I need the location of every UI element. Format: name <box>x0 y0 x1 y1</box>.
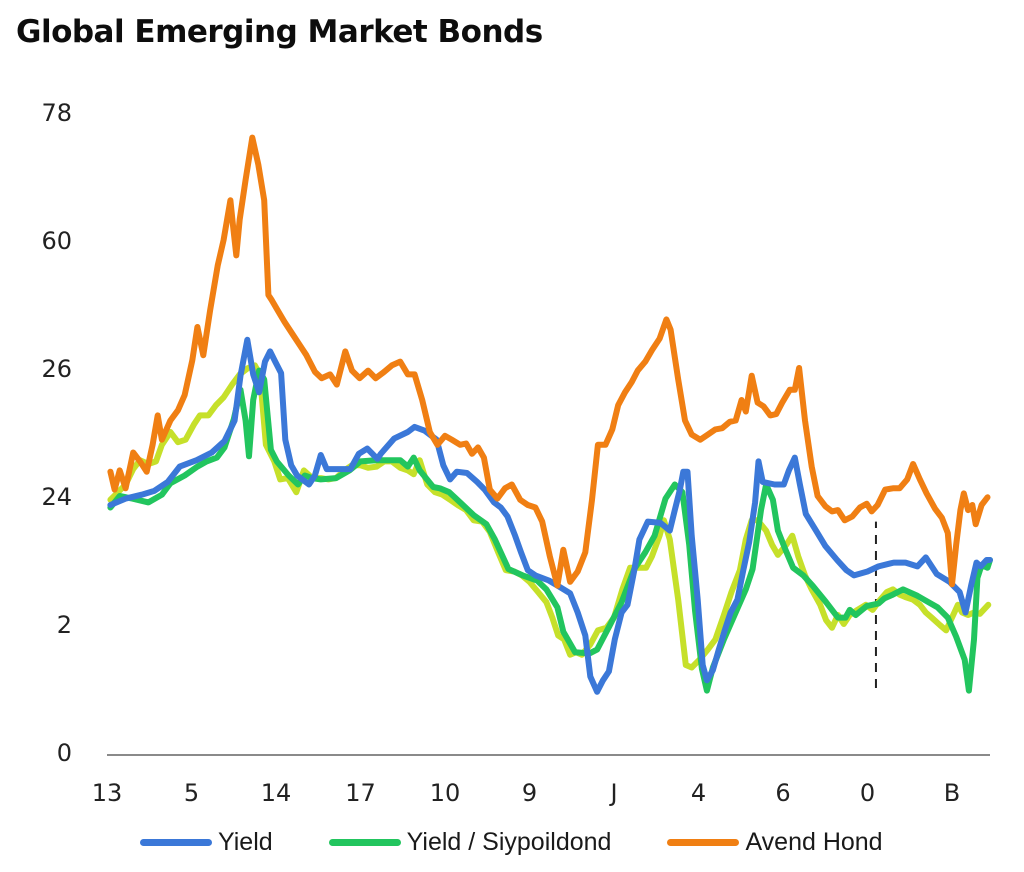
x-tick-label: 13 <box>92 779 123 807</box>
x-axis-ticks: 13 5 14 17 10 9 J 4 6 0 B <box>92 779 961 807</box>
legend-item: Yield <box>140 828 273 857</box>
y-tick-label: 2 <box>57 611 72 639</box>
legend-label: Yield <box>218 828 273 856</box>
x-tick-label: 5 <box>184 779 199 807</box>
legend: Yield Yield / Siypoildond Avend Hond <box>140 828 939 857</box>
series-line-yield <box>107 336 993 695</box>
legend-label: Avend Hond <box>745 828 883 856</box>
series-layer <box>107 134 993 695</box>
x-tick-label: 10 <box>430 779 461 807</box>
legend-item: Avend Hond <box>667 828 883 857</box>
legend-swatch <box>667 839 740 846</box>
x-tick-label: 4 <box>691 779 706 807</box>
y-tick-label: 60 <box>41 227 72 255</box>
x-tick-label: 9 <box>522 779 537 807</box>
legend-item: Yield / Siypoildond <box>328 828 612 857</box>
legend-swatch <box>328 839 401 846</box>
x-tick-label: 6 <box>775 779 790 807</box>
x-tick-label: J <box>608 779 617 807</box>
x-tick-label: 17 <box>345 779 376 807</box>
legend-label: Yield / Siypoildond <box>406 828 612 856</box>
y-tick-label: 78 <box>41 99 72 127</box>
y-tick-label: 24 <box>41 483 72 511</box>
series-line-yield-siypoildond <box>107 367 993 694</box>
y-axis-ticks: 0 2 24 26 60 78 <box>41 99 72 767</box>
series-line-avend-hond <box>107 134 991 589</box>
x-tick-label: 14 <box>261 779 292 807</box>
y-tick-label: 26 <box>41 355 72 383</box>
y-tick-label: 0 <box>57 739 72 767</box>
x-tick-label: 0 <box>860 779 875 807</box>
legend-swatch <box>140 839 212 846</box>
x-tick-label: B <box>944 779 960 807</box>
chart-title: Global Emerging Market Bonds <box>16 14 543 50</box>
